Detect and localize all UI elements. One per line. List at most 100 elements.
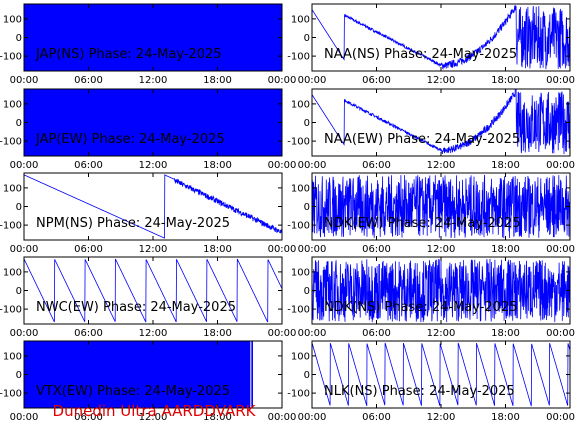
trace-line [311,342,571,407]
x-tick-label: 06:00 [362,75,391,86]
x-tick-label: 06:00 [74,328,103,339]
y-tick-label: -100 [0,137,22,148]
x-tick-label: 06:00 [74,160,103,171]
chart-title: NWC(EW) Phase: 24-May-2025 [36,300,236,315]
x-tick-label: 06:00 [362,412,391,423]
x-tick-label: 12:00 [427,412,456,423]
y-tick-label: 0 [304,370,310,381]
y-tick-label: 0 [16,286,22,297]
trace-line [311,174,571,239]
x-tick-label: 18:00 [203,412,232,423]
trace-line [311,89,571,155]
x-tick-label: 00:00 [298,244,327,255]
x-tick-label: 12:00 [139,244,168,255]
x-tick-label: 00:00 [298,328,327,339]
x-tick-label: 12:00 [139,75,168,86]
x-tick-label: 06:00 [362,160,391,171]
x-tick-label: 00:00 [546,244,575,255]
x-tick-label: 00:00 [10,328,39,339]
x-tick-label: 18:00 [491,412,520,423]
chart-title: JAP(NS) Phase: 24-May-2025 [35,47,222,62]
y-tick-label: 0 [16,118,22,129]
x-tick-label: 18:00 [491,160,520,171]
y-tick-label: 100 [3,267,22,278]
chart-panel-9: 100 0 -100 00:00 06:00 12:00 18:00 00:00 VTX(EW)… [0,340,297,423]
y-tick-label: 0 [304,286,310,297]
x-tick-label: 18:00 [491,328,520,339]
chart-title: JAP(EW) Phase: 24-May-2025 [35,132,225,147]
y-tick-label: 0 [16,370,22,381]
x-tick-label: 12:00 [427,160,456,171]
chart-title: NLK(NS) Phase: 24-May-2025 [324,384,515,399]
chart-title: VTX(EW) Phase: 24-May-2025 [36,384,230,399]
x-tick-label: 00:00 [298,412,327,423]
y-tick-label: 100 [3,14,22,25]
x-tick-label: 06:00 [362,328,391,339]
x-tick-label: 12:00 [139,160,168,171]
y-tick-label: 100 [3,351,22,362]
y-tick-label: 100 [291,99,310,110]
x-tick-label: 00:00 [10,244,39,255]
trace-line [23,173,283,239]
x-tick-label: 00:00 [546,412,575,423]
trace-fill [24,89,282,156]
y-tick-label: -100 [287,221,310,232]
chart-panel-6: 100 0 -100 00:00 06:00 12:00 18:00 00:00 NDK(EW)… [287,172,575,255]
y-tick-label: 0 [304,33,310,44]
x-tick-label: 12:00 [139,328,168,339]
y-tick-label: -100 [287,137,310,148]
x-tick-label: 12:00 [139,412,168,423]
chart-title: NPM(NS) Phase: 24-May-2025 [36,216,230,231]
y-tick-label: 100 [291,267,310,278]
chart-panel-3: 100 0 -100 00:00 06:00 12:00 18:00 00:00 JAP(EW)… [0,88,297,171]
y-tick-label: -100 [287,52,310,63]
y-tick-label: 0 [304,118,310,129]
chart-title: NAA(EW) Phase: 24-May-2025 [324,132,520,147]
x-tick-label: 00:00 [546,328,575,339]
chart-panel-2: 100 0 -100 00:00 06:00 12:00 18:00 00:00 NAA(NS)… [287,3,575,86]
x-tick-label: 06:00 [74,244,103,255]
y-tick-label: 100 [3,183,22,194]
x-tick-label: 00:00 [268,244,297,255]
x-tick-label: 18:00 [203,75,232,86]
y-tick-label: 100 [3,99,22,110]
trace-fill [24,4,282,71]
x-tick-label: 00:00 [10,412,39,423]
x-tick-label: 06:00 [362,244,391,255]
chart-panel-8: 100 0 -100 00:00 06:00 12:00 18:00 00:00 NDK(NS)… [287,256,575,339]
chart-title: NAA(NS) Phase: 24-May-2025 [324,47,517,62]
x-tick-label: 18:00 [491,75,520,86]
y-tick-label: -100 [287,389,310,400]
chart-panel-1: 100 0 -100 00:00 06:00 12:00 18:00 00:00 JAP(NS)… [0,3,297,86]
x-tick-label: 00:00 [10,75,39,86]
chart-title: NDK(EW) Phase: 24-May-2025 [324,216,521,231]
trace-fill [24,341,282,408]
y-tick-label: 100 [291,14,310,25]
footer-label: Dunedin Ultra AARDDVARK [52,402,256,420]
x-tick-label: 00:00 [298,160,327,171]
y-tick-label: -100 [0,305,22,316]
x-tick-label: 18:00 [491,244,520,255]
x-tick-label: 12:00 [427,328,456,339]
chart-title: NDK(NS) Phase: 24-May-2025 [324,300,518,315]
x-tick-label: 12:00 [427,75,456,86]
x-tick-label: 18:00 [203,160,232,171]
x-tick-label: 00:00 [268,412,297,423]
y-tick-label: -100 [0,221,22,232]
y-tick-label: -100 [0,52,22,63]
x-tick-label: 06:00 [74,412,103,423]
y-tick-label: 100 [291,351,310,362]
x-tick-label: 00:00 [268,160,297,171]
y-tick-label: 100 [291,183,310,194]
x-tick-label: 00:00 [10,160,39,171]
x-tick-label: 00:00 [298,75,327,86]
x-tick-label: 00:00 [268,328,297,339]
y-tick-label: 0 [304,202,310,213]
chart-panel-10: 100 0 -100 00:00 06:00 12:00 18:00 00:00 NLK(NS)… [287,340,575,423]
x-tick-label: 00:00 [546,160,575,171]
x-tick-label: 12:00 [427,244,456,255]
trace-line [23,258,283,323]
x-tick-label: 06:00 [74,75,103,86]
x-tick-label: 00:00 [268,75,297,86]
trace-line [311,5,571,70]
